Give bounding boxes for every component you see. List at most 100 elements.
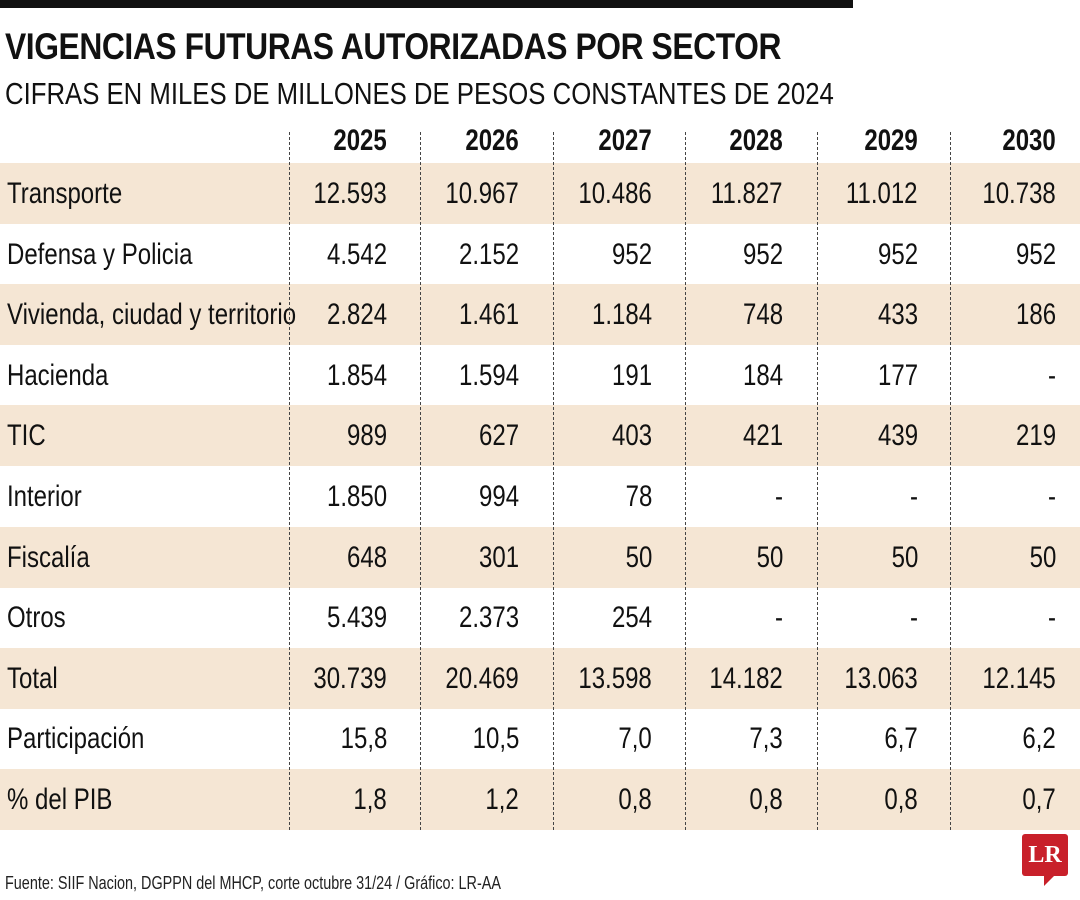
table-cell: 2.373 bbox=[444, 587, 519, 648]
table-cell-text: 5.439 bbox=[326, 601, 387, 635]
table-cell-text: 186 bbox=[1015, 298, 1056, 332]
row-label: Hacienda bbox=[7, 345, 134, 406]
table-cell-text: 10,5 bbox=[472, 722, 519, 756]
table-cell-text: - bbox=[1048, 601, 1056, 635]
table-cell: 0,8 bbox=[741, 769, 783, 830]
table-cell: 219 bbox=[1006, 405, 1056, 466]
table-cell-text: 4.542 bbox=[326, 237, 387, 271]
table-cell: - bbox=[908, 466, 918, 527]
table-cell-text: 184 bbox=[742, 358, 783, 392]
table-row: Participación 15,8 10,5 7,0 7,3 6,7 6,2 bbox=[0, 708, 1080, 769]
table-cell-text: 12.593 bbox=[313, 177, 387, 210]
table-cell: 254 bbox=[602, 587, 652, 648]
row-label-text: Defensa y Policia bbox=[7, 237, 193, 271]
table-cell-text: 952 bbox=[611, 237, 652, 271]
table-cell: 12.145 bbox=[964, 648, 1056, 709]
table-cell: 433 bbox=[868, 284, 918, 345]
table-cell-text: 6,2 bbox=[1022, 722, 1056, 756]
column-header-text: 2026 bbox=[465, 124, 519, 157]
table-cell-text: 1.461 bbox=[458, 298, 519, 332]
column-header-text: 2030 bbox=[1002, 124, 1056, 157]
row-label-text: Transporte bbox=[7, 177, 123, 210]
table-cell: 50 bbox=[750, 527, 783, 588]
table-cell-text: 30.739 bbox=[313, 661, 387, 695]
row-label-text: Interior bbox=[7, 480, 82, 513]
table-cell-text: 1,8 bbox=[353, 783, 387, 816]
table-cell: 78 bbox=[619, 466, 652, 527]
table-row: Vivienda, ciudad y territorio 2.824 1.461 1… bbox=[0, 284, 1080, 346]
row-label: TIC bbox=[7, 405, 55, 466]
table-cell-text: - bbox=[910, 480, 918, 513]
table-cell-text: 301 bbox=[478, 540, 519, 574]
column-divider bbox=[289, 132, 290, 830]
table-cell: 13.063 bbox=[826, 648, 918, 709]
table-cell-text: 648 bbox=[346, 540, 387, 574]
table-cell-text: 2.373 bbox=[458, 601, 519, 635]
table-cell: 6,2 bbox=[1014, 708, 1056, 769]
row-label: Total bbox=[7, 648, 70, 709]
column-header-text: 2025 bbox=[333, 124, 387, 157]
table-cell: 10,5 bbox=[461, 708, 519, 769]
table-cell: 13.598 bbox=[560, 648, 652, 709]
column-divider bbox=[420, 132, 421, 830]
table-cell: 10.738 bbox=[964, 163, 1056, 224]
table-cell: 1.850 bbox=[312, 466, 387, 527]
table-cell-text: 748 bbox=[742, 298, 783, 332]
row-label-text: TIC bbox=[7, 419, 46, 453]
table-cell-text: - bbox=[1048, 480, 1056, 513]
table-cell: 648 bbox=[337, 527, 387, 588]
row-label: Transporte bbox=[7, 163, 151, 224]
table-cell: 748 bbox=[733, 284, 783, 345]
table-cell: 403 bbox=[602, 405, 652, 466]
row-label: % del PIB bbox=[7, 769, 139, 830]
column-divider bbox=[553, 132, 554, 830]
table-row: Total 30.739 20.469 13.598 14.182 13.063 12.14… bbox=[0, 647, 1080, 709]
table-cell-text: - bbox=[775, 480, 783, 513]
table-row: % del PIB 1,8 1,2 0,8 0,8 0,8 0,7 bbox=[0, 769, 1080, 830]
table-row: Fiscalía 648 301 50 50 50 50 bbox=[0, 526, 1080, 588]
row-label-text: Participación bbox=[7, 722, 145, 756]
table-cell-text: 7,0 bbox=[618, 722, 652, 756]
table-cell: 10.967 bbox=[427, 163, 519, 224]
table-cell-text: 627 bbox=[478, 419, 519, 453]
table-cell: 50 bbox=[885, 527, 918, 588]
table-cell-text: 1.854 bbox=[326, 358, 387, 392]
table-cell: 1.184 bbox=[577, 284, 652, 345]
table-cell-text: - bbox=[1048, 358, 1056, 392]
table-cell: 989 bbox=[337, 405, 387, 466]
table-cell-text: 0,7 bbox=[1022, 783, 1056, 816]
table-cell-text: 403 bbox=[611, 419, 652, 453]
table-cell-text: 219 bbox=[1015, 419, 1056, 453]
table-row: Interior 1.850 994 78 - - - bbox=[0, 466, 1080, 527]
table-cell: 1,2 bbox=[477, 769, 519, 830]
table-cell-text: 952 bbox=[1015, 237, 1056, 271]
row-label: Vivienda, ciudad y territorio bbox=[7, 284, 368, 345]
table-cell: 0,8 bbox=[876, 769, 918, 830]
table-cell-text: 10.967 bbox=[445, 177, 519, 210]
table-cell-text: 1.184 bbox=[591, 298, 652, 332]
table-row: Otros 5.439 2.373 254 - - - bbox=[0, 587, 1080, 648]
table-cell-text: 78 bbox=[625, 480, 652, 513]
table-cell: 184 bbox=[733, 345, 783, 406]
table-cell-text: 12.145 bbox=[982, 661, 1056, 695]
table-cell: - bbox=[1046, 345, 1056, 406]
table-cell: 0,7 bbox=[1014, 769, 1056, 830]
table-cell: 2.824 bbox=[312, 284, 387, 345]
table-cell: 952 bbox=[1006, 224, 1056, 285]
table-cell-text: 11.827 bbox=[711, 177, 783, 210]
column-header: 2029 bbox=[851, 110, 918, 171]
row-label-text: Otros bbox=[7, 601, 66, 635]
table-cell: 30.739 bbox=[295, 648, 387, 709]
table-cell-text: 433 bbox=[877, 298, 918, 332]
row-label: Interior bbox=[7, 466, 100, 527]
table-cell: 11.827 bbox=[693, 163, 783, 224]
table-cell-text: 994 bbox=[478, 480, 519, 513]
row-label-text: Hacienda bbox=[7, 358, 109, 392]
table-cell: 6,7 bbox=[876, 708, 918, 769]
table-cell: 5.439 bbox=[312, 587, 387, 648]
table-cell: 15,8 bbox=[329, 708, 387, 769]
lr-logo: LR bbox=[1022, 834, 1068, 886]
table-cell: 10.486 bbox=[560, 163, 652, 224]
column-header-text: 2027 bbox=[598, 124, 652, 157]
